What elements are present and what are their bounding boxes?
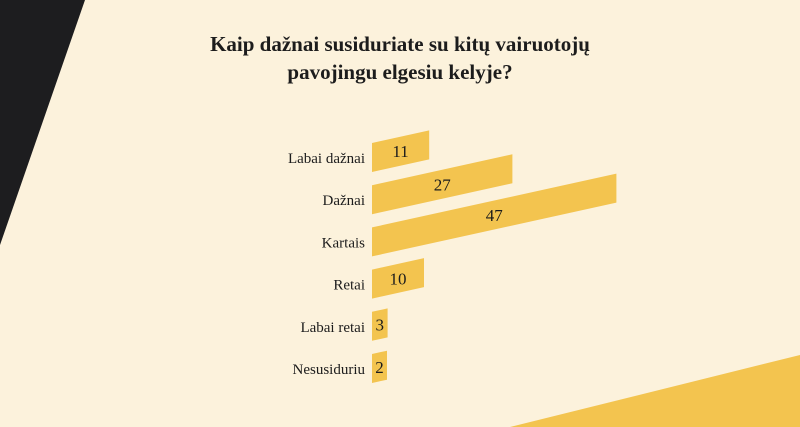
data-label: 2 bbox=[375, 358, 384, 377]
bar-1 bbox=[372, 154, 513, 215]
category-label: Retai bbox=[333, 278, 365, 294]
bar-0 bbox=[372, 130, 430, 172]
yellow-corner-decoration bbox=[510, 355, 800, 427]
bar-3 bbox=[372, 258, 424, 299]
data-label: 11 bbox=[392, 142, 408, 161]
bars-group: Labai dažnai 11 Dažnai 27 Kartais 47 Retai 10 La… bbox=[288, 130, 617, 383]
data-label: 27 bbox=[434, 175, 452, 194]
bar-5 bbox=[372, 350, 387, 383]
category-label: Labai retai bbox=[300, 320, 365, 336]
chart-title-line-1: Kaip dažnai susiduriate su kitų vairuoto… bbox=[210, 32, 590, 56]
dark-corner-decoration bbox=[0, 0, 85, 245]
data-label: 47 bbox=[486, 206, 504, 225]
chart-title-line-2: pavojingu elgesiu kelyje? bbox=[287, 60, 513, 84]
bar-2 bbox=[372, 173, 617, 257]
bar-4 bbox=[372, 308, 388, 341]
category-label: Nesusiduriu bbox=[293, 362, 366, 378]
category-label: Labai dažnai bbox=[288, 151, 365, 167]
category-label: Dažnai bbox=[323, 193, 365, 209]
category-label: Kartais bbox=[322, 235, 365, 251]
data-label: 3 bbox=[376, 316, 385, 335]
data-label: 10 bbox=[390, 269, 407, 288]
chart-title: Kaip dažnai susiduriate su kitų vairuoto… bbox=[150, 30, 650, 86]
